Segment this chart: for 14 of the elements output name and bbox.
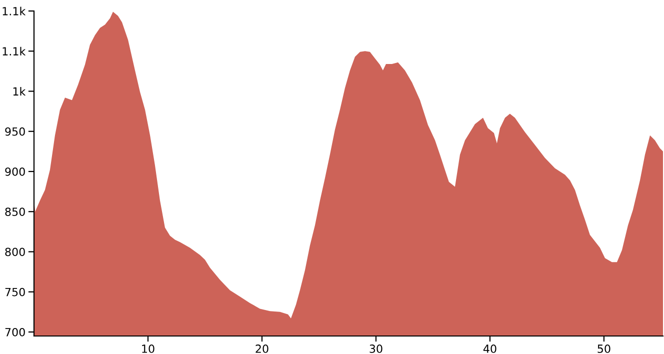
- y-tick-label: 1.1k: [2, 6, 26, 16]
- y-tick-label: 1k: [13, 87, 26, 96]
- y-tick-label: 800: [5, 248, 25, 256]
- x-tick-label: 40: [483, 344, 496, 353]
- x-tick-label: 10: [142, 344, 154, 353]
- y-tick-label: 700: [5, 328, 25, 336]
- y-tick-label: 850: [5, 208, 25, 216]
- y-tick-label: 750: [5, 288, 25, 296]
- y-tick-label: 900: [5, 167, 25, 176]
- x-tick-label: 50: [598, 344, 610, 353]
- y-tick-label: 950: [5, 127, 25, 136]
- x-tick-label: 30: [370, 344, 382, 353]
- x-tick-label: 20: [256, 344, 268, 353]
- y-tick-label: 1.1k: [2, 46, 26, 56]
